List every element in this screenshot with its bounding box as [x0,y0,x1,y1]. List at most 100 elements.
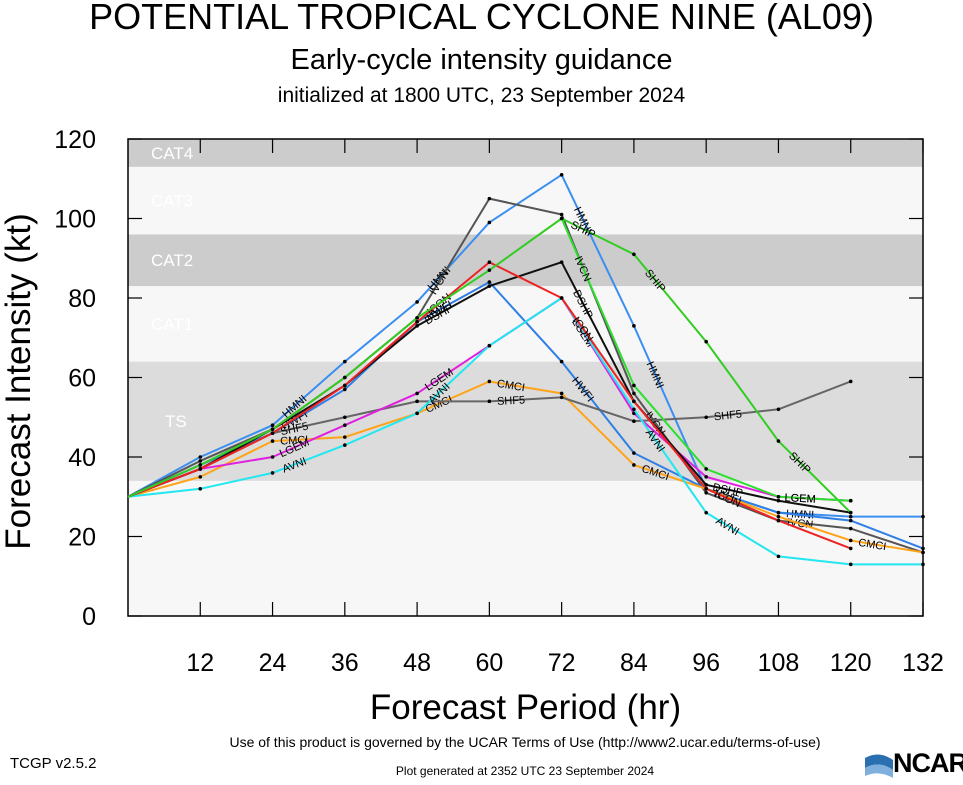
data-point-lgem [270,455,275,459]
category-label-ts: TS [165,412,187,431]
generated-timestamp: Plot generated at 2352 UTC 23 September … [395,764,655,778]
data-point-shf5 [487,399,492,404]
category-band-ts [128,361,923,481]
y-axis-label: Forecast Intensity (kt) [0,213,38,549]
data-point-hmni [921,514,925,519]
data-point-icon [559,296,564,300]
data-point-cmci [343,435,347,439]
data-point-hmni [270,423,275,428]
data-point-dshp [415,324,419,328]
y-tick-label: 120 [54,126,96,154]
data-point-hmni [487,220,492,225]
category-band-cat4 [128,139,923,167]
data-point-hmni [632,324,636,328]
data-point-avni [487,343,492,348]
chart-subtitle: Early-cycle intensity guidance [290,44,673,76]
data-point-icon [632,399,636,404]
x-tick-label: 24 [259,649,287,677]
y-tick-label: 80 [68,285,96,313]
data-point-shf5 [343,415,347,420]
data-point-avni [198,487,203,491]
data-point-icon [270,431,275,435]
data-point-dshp [559,260,564,265]
data-point-icon [343,383,347,388]
data-point-hwfi [632,451,636,455]
x-tick-label: 120 [830,649,872,677]
data-point-dshp [704,483,708,487]
series-label-shf5: SHF5 [497,394,526,408]
series-line-cmci [127,380,924,554]
category-label-cat3: CAT3 [151,192,193,211]
data-point-ship [343,375,347,380]
ncar-logo: NCAR [863,748,963,780]
data-point-shf5 [632,419,636,424]
x-tick-label: 132 [902,649,944,677]
x-tick-label: 96 [692,649,720,677]
data-point-ship [848,510,853,515]
data-point-hwfi [921,546,925,551]
data-point-cmci [487,379,492,384]
data-point-hmni [343,359,347,364]
data-point-cmci [198,475,203,479]
data-point-hmni [198,455,203,459]
x-tick-label: 72 [548,649,576,677]
data-point-dshp [487,284,492,288]
data-point-hwfi [559,359,564,364]
data-point-shf5 [848,379,853,384]
data-point-avni [704,510,708,515]
terms-of-use: Use of this product is governed by the U… [229,734,821,750]
data-point-ivcn [559,212,564,217]
category-label-cat1: CAT1 [151,315,193,334]
data-point-lgem [632,411,636,416]
data-point-icon [848,546,853,551]
y-tick-label: 20 [68,524,96,552]
y-tick-label: 40 [68,444,96,472]
data-point-hmni [559,172,564,177]
data-point-ivcn [198,459,203,463]
category-label-cat2: CAT2 [151,251,193,270]
data-point-shf5 [704,415,708,420]
data-point-dshp [776,498,781,503]
data-point-avni [270,471,275,475]
ncar-swoosh-icon [865,754,893,778]
category-band-cat3 [128,166,923,235]
series-label-cmci: CMCI [496,378,526,394]
series-label-cmci: CMCI [857,537,887,553]
data-point-cmci [921,550,925,555]
data-point-cmci [848,538,853,543]
data-point-icon [487,260,492,265]
data-point-shf5 [776,407,781,412]
data-point-avni [632,407,636,412]
data-point-lgem [343,423,347,428]
ncar-logo-text: NCAR [893,748,963,778]
y-tick-label: 0 [82,603,96,631]
x-tick-label: 36 [331,649,359,677]
category-band-cat1 [128,286,923,362]
data-point-ivcn [632,391,636,396]
chart-title: POTENTIAL TROPICAL CYCLONE NINE (AL09) [89,0,874,37]
data-point-lgem [704,475,708,479]
series-line-avni [127,297,923,566]
data-point-shf5 [559,395,564,400]
y-tick-label: 60 [68,365,96,393]
data-point-ivcn-g [704,467,708,471]
data-point-ivcn [487,196,492,201]
data-point-ship [270,427,275,431]
x-axis-label: Forecast Period (hr) [370,688,681,727]
series-label-ivcn-g: LGEM [784,492,816,506]
data-point-cmci [559,391,564,396]
data-point-cmci [270,439,275,443]
data-point-ship [415,316,419,320]
data-point-avni [415,411,419,416]
data-point-cmci [776,514,781,519]
x-tick-label: 12 [186,649,214,677]
series-label-shf5: SHF5 [713,408,742,423]
category-label-cat4: CAT4 [151,144,193,163]
x-tick-label: 84 [620,649,648,677]
data-point-ivcn-g [848,498,853,503]
version-label: TCGP v2.5.2 [10,755,97,772]
data-point-ivcn-g [632,383,636,388]
data-point-ship [198,463,203,467]
data-point-avni [776,554,781,559]
data-point-ivcn-g [776,494,781,499]
